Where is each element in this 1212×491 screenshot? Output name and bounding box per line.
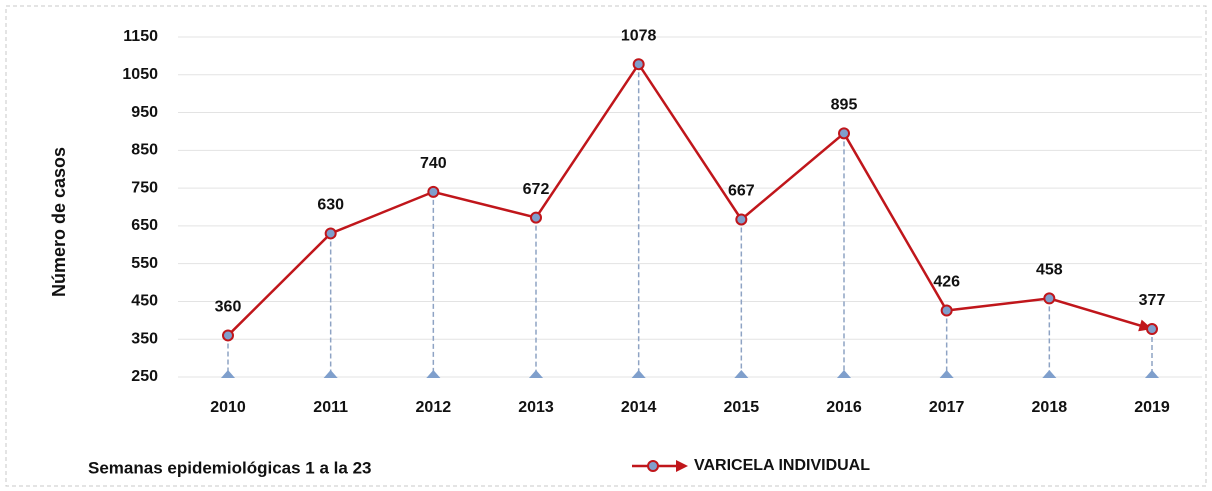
y-tick-label: 1150 xyxy=(123,28,158,45)
base-marker xyxy=(323,370,338,378)
base-marker xyxy=(426,370,441,378)
y-tick-label: 450 xyxy=(131,293,158,310)
x-tick-label: 2011 xyxy=(313,399,348,416)
data-label: 630 xyxy=(317,197,344,214)
series-line xyxy=(227,61,1153,337)
data-label: 672 xyxy=(523,181,550,198)
data-label: 667 xyxy=(728,183,755,200)
y-tick-label: 250 xyxy=(131,368,158,385)
chart-border xyxy=(5,5,1207,487)
x-tick-label: 2014 xyxy=(621,399,657,416)
base-marker xyxy=(529,370,543,378)
data-label: 426 xyxy=(933,274,960,291)
data-label: 740 xyxy=(420,155,447,172)
point xyxy=(427,185,440,198)
data-label: 458 xyxy=(1036,262,1063,279)
base-marker xyxy=(734,370,749,378)
base-marker xyxy=(221,370,235,378)
legend-label: VARICELA INDIVIDUAL xyxy=(694,457,870,474)
legend-marker xyxy=(647,460,659,472)
point xyxy=(632,58,645,71)
y-tick-label: 350 xyxy=(131,330,158,347)
x-tick-label: 2017 xyxy=(929,399,965,416)
point xyxy=(940,304,953,317)
y-tick-label: 950 xyxy=(131,104,158,121)
point xyxy=(735,213,748,226)
annotation: Semanas epidemiológicas 1 a la 23 xyxy=(88,458,371,477)
x-tick-label: 2019 xyxy=(1134,399,1170,416)
base-marker xyxy=(631,370,646,378)
y-tick-label: 650 xyxy=(131,217,158,234)
data-label: 895 xyxy=(831,97,858,114)
point xyxy=(530,211,542,224)
legend-arrow xyxy=(676,460,688,472)
point xyxy=(1146,323,1158,336)
data-label: 360 xyxy=(215,299,242,316)
point xyxy=(222,329,234,342)
y-tick-label: 1050 xyxy=(122,66,158,83)
x-tick-label: 2010 xyxy=(210,399,246,416)
x-tick-label: 2018 xyxy=(1032,399,1068,416)
base-marker xyxy=(1145,370,1159,378)
point xyxy=(838,127,850,140)
x-tick-label: 2013 xyxy=(518,399,554,416)
point xyxy=(324,227,337,240)
y-tick-label: 750 xyxy=(131,179,158,196)
y-axis-label: Número de casos xyxy=(49,147,69,297)
base-marker xyxy=(837,370,851,378)
data-label: 1078 xyxy=(621,27,657,44)
data-label: 377 xyxy=(1139,292,1166,309)
x-tick-label: 2015 xyxy=(724,399,760,416)
base-marker xyxy=(1042,370,1057,378)
y-tick-label: 550 xyxy=(131,255,158,272)
base-marker xyxy=(939,370,954,378)
point xyxy=(1043,292,1056,305)
y-tick-label: 850 xyxy=(131,142,158,159)
x-tick-label: 2012 xyxy=(416,399,452,416)
x-tick-label: 2016 xyxy=(826,399,862,416)
